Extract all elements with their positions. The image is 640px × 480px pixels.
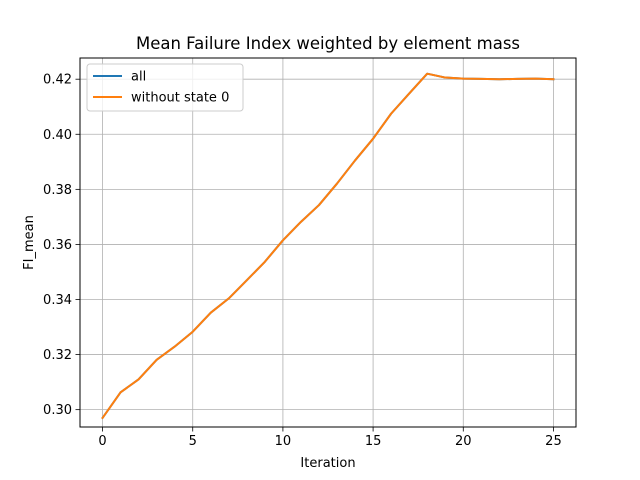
x-axis: 0 5 10 15 20 25 — [98, 427, 562, 449]
legend: all without state 0 — [86, 63, 244, 112]
series-line-without-state-0 — [101, 72, 555, 420]
legend-label-all: all — [131, 70, 146, 85]
y-axis-label: FI_mean — [22, 215, 37, 270]
y-tick-label: 0.40 — [43, 128, 72, 143]
x-axis-label: Iteration — [300, 456, 355, 471]
series-layer — [101, 72, 555, 420]
y-tick-label: 0.32 — [43, 348, 72, 363]
x-tick-label: 10 — [275, 434, 292, 449]
y-tick-label: 0.42 — [43, 73, 72, 88]
plot-frame — [79, 57, 577, 428]
y-tick-label: 0.30 — [43, 403, 72, 418]
x-tick-label: 25 — [545, 434, 562, 449]
x-tick-label: 15 — [365, 434, 382, 449]
x-tick-label: 0 — [98, 434, 106, 449]
y-tick-label: 0.34 — [43, 293, 72, 308]
y-axis: 0.30 0.32 0.34 0.36 0.38 0.40 0.42 — [43, 73, 80, 418]
legend-box — [86, 63, 244, 112]
chart-title: Mean Failure Index weighted by element m… — [136, 34, 520, 53]
x-tick-label: 20 — [455, 434, 472, 449]
y-tick-label: 0.38 — [43, 183, 72, 198]
legend-label-without-state-0: without state 0 — [131, 91, 229, 106]
y-tick-label: 0.36 — [43, 238, 72, 253]
x-tick-label: 5 — [189, 434, 197, 449]
